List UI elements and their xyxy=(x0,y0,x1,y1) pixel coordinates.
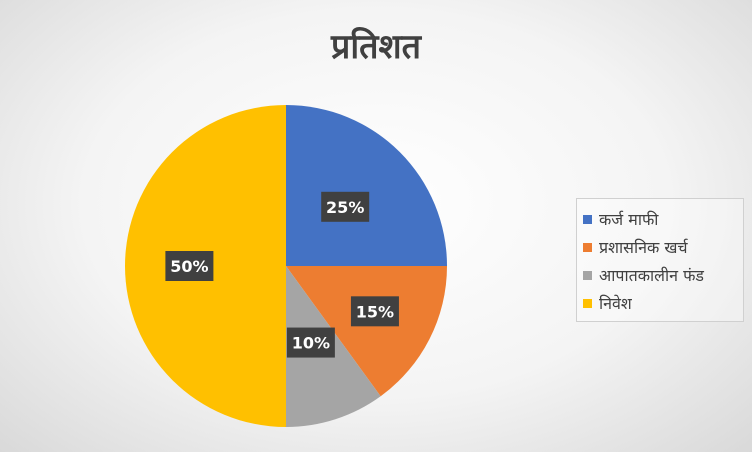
legend-item: निवेश xyxy=(583,289,737,317)
pie-slice xyxy=(286,266,447,397)
data-label-box xyxy=(165,251,214,281)
pie-slice xyxy=(286,105,447,266)
legend-label: प्रशासनिक खर्च xyxy=(599,238,688,257)
data-label-text: 25% xyxy=(326,198,364,217)
legend-item: प्रशासनिक खर्च xyxy=(583,233,737,261)
legend-swatch xyxy=(583,242,592,252)
data-label-box xyxy=(350,296,399,327)
legend-swatch xyxy=(583,298,592,308)
data-label-text: 10% xyxy=(292,334,330,353)
chart-title: प्रतिशत xyxy=(330,27,422,67)
legend-swatch xyxy=(583,214,592,224)
legend: कर्ज माफी प्रशासनिक खर्च आपातकालीन फंड न… xyxy=(576,198,744,322)
data-label-box xyxy=(286,327,335,358)
data-label: 25% xyxy=(321,191,370,222)
data-label-box xyxy=(321,191,370,222)
data-label: 10% xyxy=(286,327,335,358)
legend-label: आपातकालीन फंड xyxy=(599,266,704,285)
legend-label: निवेश xyxy=(599,294,632,313)
legend-item: आपातकालीन फंड xyxy=(583,261,737,289)
data-label: 15% xyxy=(350,296,399,327)
data-label-text: 15% xyxy=(356,302,394,321)
legend-item: कर्ज माफी xyxy=(583,205,737,233)
data-label: 50% xyxy=(165,251,214,281)
legend-label: कर्ज माफी xyxy=(599,210,659,229)
data-label-text: 50% xyxy=(170,257,208,276)
legend-swatch xyxy=(583,270,592,280)
